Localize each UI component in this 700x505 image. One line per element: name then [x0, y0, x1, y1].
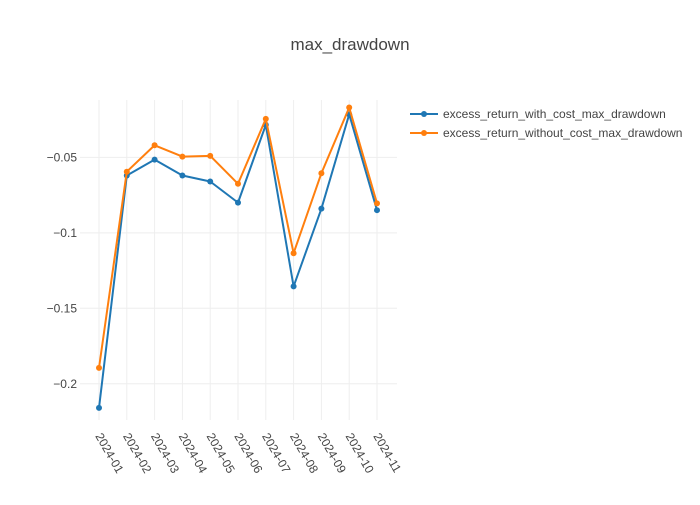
data-point[interactable] — [179, 153, 186, 160]
legend-label: excess_return_without_cost_max_drawdown — [443, 126, 682, 140]
data-point[interactable] — [151, 142, 158, 149]
data-point[interactable] — [290, 250, 297, 257]
data-point[interactable] — [235, 180, 241, 187]
legend-swatch-marker — [421, 111, 427, 117]
data-point[interactable] — [151, 156, 158, 163]
legend-label: excess_return_with_cost_max_drawdown — [443, 107, 666, 121]
data-point[interactable] — [318, 170, 325, 177]
data-point[interactable] — [123, 168, 130, 175]
series-lines — [96, 104, 380, 411]
data-point[interactable] — [235, 199, 241, 206]
data-point[interactable] — [374, 200, 380, 207]
data-point[interactable] — [207, 152, 214, 159]
data-point[interactable] — [262, 115, 269, 122]
y-tick-label: −0.2 — [53, 377, 77, 391]
y-tick-label: −0.05 — [47, 150, 78, 164]
data-point[interactable] — [346, 104, 353, 111]
data-point[interactable] — [318, 205, 325, 212]
legend-item-1[interactable]: excess_return_without_cost_max_drawdown — [410, 126, 682, 140]
data-point[interactable] — [290, 283, 297, 290]
legend-item-0[interactable]: excess_return_with_cost_max_drawdown — [410, 107, 666, 121]
data-point[interactable] — [96, 364, 102, 371]
y-axis-tick-labels: −0.05 −0.1 −0.15 −0.2 — [47, 150, 78, 390]
y-tick-label: −0.1 — [53, 226, 77, 240]
data-point[interactable] — [374, 207, 380, 214]
legend[interactable]: excess_return_with_cost_max_drawdownexce… — [410, 107, 682, 140]
data-point[interactable] — [207, 178, 214, 185]
data-point[interactable] — [96, 404, 102, 411]
data-point[interactable] — [179, 172, 186, 179]
series-0 — [96, 111, 380, 411]
legend-swatch-marker — [421, 130, 427, 136]
series-1 — [96, 104, 380, 371]
chart-title: max_drawdown — [290, 35, 409, 54]
gridlines — [80, 100, 397, 420]
y-tick-label: −0.15 — [47, 301, 78, 315]
